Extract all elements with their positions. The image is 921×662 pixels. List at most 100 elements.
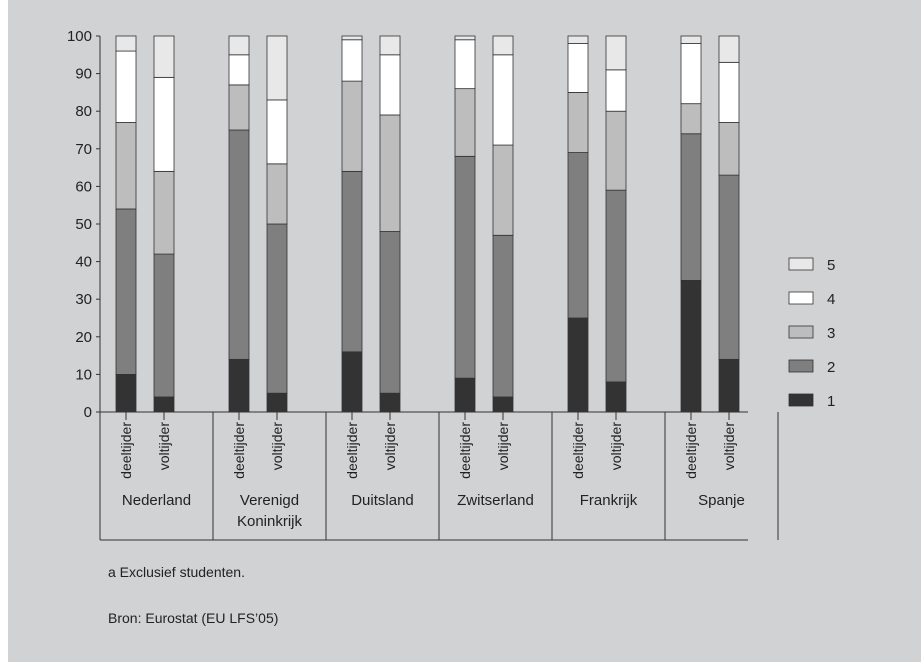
y-tick-label: 40	[75, 254, 92, 271]
bar-segment-2	[379, 231, 401, 394]
bar-segment-3	[153, 170, 175, 255]
x-tick-label: voltijder	[721, 422, 737, 471]
bar-segment-5	[492, 35, 514, 56]
bar-segment-1	[115, 373, 137, 413]
bar-segment-5	[379, 35, 401, 56]
bar-segment-3	[266, 163, 288, 225]
bar-segment-5	[567, 35, 589, 44]
bar-segment-5	[718, 35, 740, 63]
y-tick-label: 60	[75, 178, 92, 195]
legend-swatch-5	[788, 257, 814, 271]
x-tick-label: deeltijder	[231, 422, 247, 479]
bar-segment-2	[454, 155, 476, 379]
country-label: Zwitserland	[457, 492, 534, 509]
legend-label-3: 3	[827, 325, 835, 342]
bar-segment-5	[680, 35, 702, 44]
country-label: Spanje	[698, 492, 745, 509]
bar-segment-2	[567, 152, 589, 319]
y-tick-label: 0	[84, 404, 92, 421]
bar-segment-4	[454, 39, 476, 90]
bar-segment-1	[266, 392, 288, 413]
bar-segment-3	[341, 80, 363, 172]
bar-segment-5	[341, 35, 363, 41]
bar-segment-3	[115, 122, 137, 210]
bar-segment-2	[605, 189, 627, 383]
legend-label-2: 2	[827, 359, 835, 376]
x-tick-label: voltijder	[269, 422, 285, 471]
bar-segment-4	[680, 43, 702, 105]
bar-segment-2	[228, 129, 250, 360]
bar-segment-5	[266, 35, 288, 101]
bar-segment-1	[341, 351, 363, 413]
bar-segment-1	[379, 392, 401, 413]
bar-segment-5	[228, 35, 250, 56]
bar-segment-3	[228, 84, 250, 131]
legend-swatch-4	[788, 291, 814, 305]
bar-segment-3	[605, 110, 627, 191]
legend-swatch-1	[788, 393, 814, 407]
x-tick-label: deeltijder	[457, 422, 473, 479]
legend-label-1: 1	[827, 393, 835, 410]
bar-segment-1	[680, 279, 702, 413]
bar-segment-4	[605, 69, 627, 112]
bar-segment-2	[680, 133, 702, 281]
y-tick-label: 50	[75, 216, 92, 233]
bar-segment-4	[266, 99, 288, 165]
bar-segment-4	[567, 43, 589, 93]
bar-segment-2	[115, 208, 137, 375]
y-tick-label: 100	[67, 28, 92, 45]
bar-segment-4	[379, 54, 401, 116]
bar-segment-2	[266, 223, 288, 394]
bar-segment-5	[454, 35, 476, 41]
y-tick-label: 70	[75, 141, 92, 158]
country-label: Duitsland	[351, 492, 414, 509]
bar-segment-4	[115, 50, 137, 123]
x-tick-label: voltijder	[156, 422, 172, 471]
bar-segment-4	[492, 54, 514, 146]
legend-swatch-3	[788, 325, 814, 339]
bar-segment-3	[567, 92, 589, 153]
bar-segment-3	[718, 122, 740, 176]
footnote: a Exclusief studenten.	[108, 564, 245, 580]
x-tick-label: voltijder	[608, 422, 624, 471]
bar-segment-1	[567, 317, 589, 413]
x-tick-label: voltijder	[382, 422, 398, 471]
country-label: Frankrijk	[580, 492, 638, 509]
x-tick-label: deeltijder	[118, 422, 134, 479]
bar-segment-2	[341, 170, 363, 353]
legend-label-4: 4	[827, 291, 835, 308]
bar-segment-5	[605, 35, 627, 71]
x-tick-label: deeltijder	[683, 422, 699, 479]
bar-segment-1	[492, 396, 514, 413]
y-tick-label: 30	[75, 291, 92, 308]
country-label: Nederland	[122, 492, 191, 509]
stacked-bar-chart: 0 10 20 30 40 50 60 70 80 90 100 deeltijder voltijde…	[67, 28, 835, 541]
x-tick-label: deeltijder	[344, 422, 360, 479]
source-note: Bron: Eurostat (EU LFS’05)	[108, 610, 279, 626]
x-tick-label: deeltijder	[570, 422, 586, 479]
bar-segment-4	[228, 54, 250, 86]
bar-segment-4	[153, 76, 175, 172]
chart-panel: 0 10 20 30 40 50 60 70 80 90 100 deeltijder voltijde…	[8, 0, 921, 662]
legend-label-5: 5	[827, 257, 835, 274]
y-tick-label: 10	[75, 366, 92, 383]
legend-swatch-2	[788, 359, 814, 373]
bar-segment-4	[718, 61, 740, 123]
country-label: Koninkrijk	[237, 513, 303, 530]
bar-segment-2	[153, 253, 175, 398]
bar-segment-2	[492, 234, 514, 398]
country-label: Verenigd	[240, 492, 299, 509]
x-tick-label: voltijder	[495, 422, 511, 471]
bar-segment-3	[454, 88, 476, 157]
bar-segment-1	[718, 358, 740, 413]
bar-segment-1	[605, 381, 627, 413]
bar-segment-1	[228, 358, 250, 413]
bar-segment-4	[341, 39, 363, 82]
bar-segment-5	[115, 35, 137, 52]
y-tick-label: 20	[75, 329, 92, 346]
bar-segment-2	[718, 174, 740, 360]
y-tick-label: 90	[75, 66, 92, 83]
bar-segment-3	[680, 103, 702, 135]
bar-segment-1	[153, 396, 175, 413]
bar-segment-1	[454, 377, 476, 413]
